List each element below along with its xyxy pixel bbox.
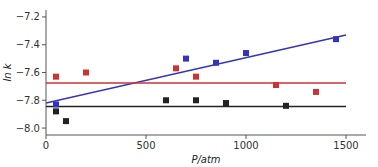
data-point bbox=[193, 74, 199, 80]
chart: −8.0 −7.8 −7.6 −7.4 −7.2 0 500 1000 1500 P/atm ln … bbox=[0, 0, 378, 167]
data-point bbox=[213, 60, 219, 66]
data-point bbox=[243, 50, 249, 56]
data-point bbox=[333, 36, 339, 42]
point-series bbox=[53, 65, 319, 95]
data-point bbox=[53, 108, 59, 114]
y-tick bbox=[42, 72, 46, 73]
x-tick bbox=[146, 135, 147, 139]
x-tick bbox=[246, 135, 247, 139]
y-tick-label: −7.2 bbox=[16, 11, 40, 22]
data-point bbox=[163, 97, 169, 103]
data-point bbox=[223, 100, 229, 106]
x-axis-line bbox=[46, 135, 366, 136]
y-axis-label: ln k bbox=[2, 62, 13, 81]
data-point bbox=[173, 65, 179, 71]
x-tick-label: 500 bbox=[136, 140, 155, 151]
y-tick bbox=[42, 100, 46, 101]
x-tick-label: 1500 bbox=[333, 140, 358, 151]
x-axis-label: P/atm bbox=[191, 154, 220, 165]
x-tick-label: 1000 bbox=[233, 140, 258, 151]
point-series bbox=[53, 36, 339, 107]
x-tick-label: 0 bbox=[43, 140, 49, 151]
y-tick-label: −7.4 bbox=[16, 39, 40, 50]
y-tick bbox=[42, 44, 46, 45]
data-point bbox=[183, 56, 189, 62]
y-tick-label: −7.8 bbox=[16, 95, 40, 106]
plot-area bbox=[46, 35, 346, 124]
y-tick-label: −7.6 bbox=[16, 67, 40, 78]
fit-line bbox=[46, 106, 346, 108]
data-point bbox=[63, 118, 69, 124]
y-axis-line bbox=[46, 10, 47, 135]
y-tick-label: −8.0 bbox=[16, 123, 40, 134]
fit-line bbox=[46, 35, 346, 103]
data-point bbox=[193, 97, 199, 103]
y-tick bbox=[42, 128, 46, 129]
point-series bbox=[53, 97, 289, 124]
data-point bbox=[83, 70, 89, 76]
y-tick bbox=[42, 16, 46, 17]
data-point bbox=[53, 74, 59, 80]
x-tick bbox=[46, 135, 47, 139]
data-point bbox=[313, 89, 319, 95]
x-tick bbox=[346, 135, 347, 139]
data-point bbox=[283, 103, 289, 109]
fit-line bbox=[46, 82, 346, 84]
data-point bbox=[53, 101, 59, 107]
data-point bbox=[273, 82, 279, 88]
axes: −8.0 −7.8 −7.6 −7.4 −7.2 0 500 1000 1500 bbox=[16, 10, 366, 151]
